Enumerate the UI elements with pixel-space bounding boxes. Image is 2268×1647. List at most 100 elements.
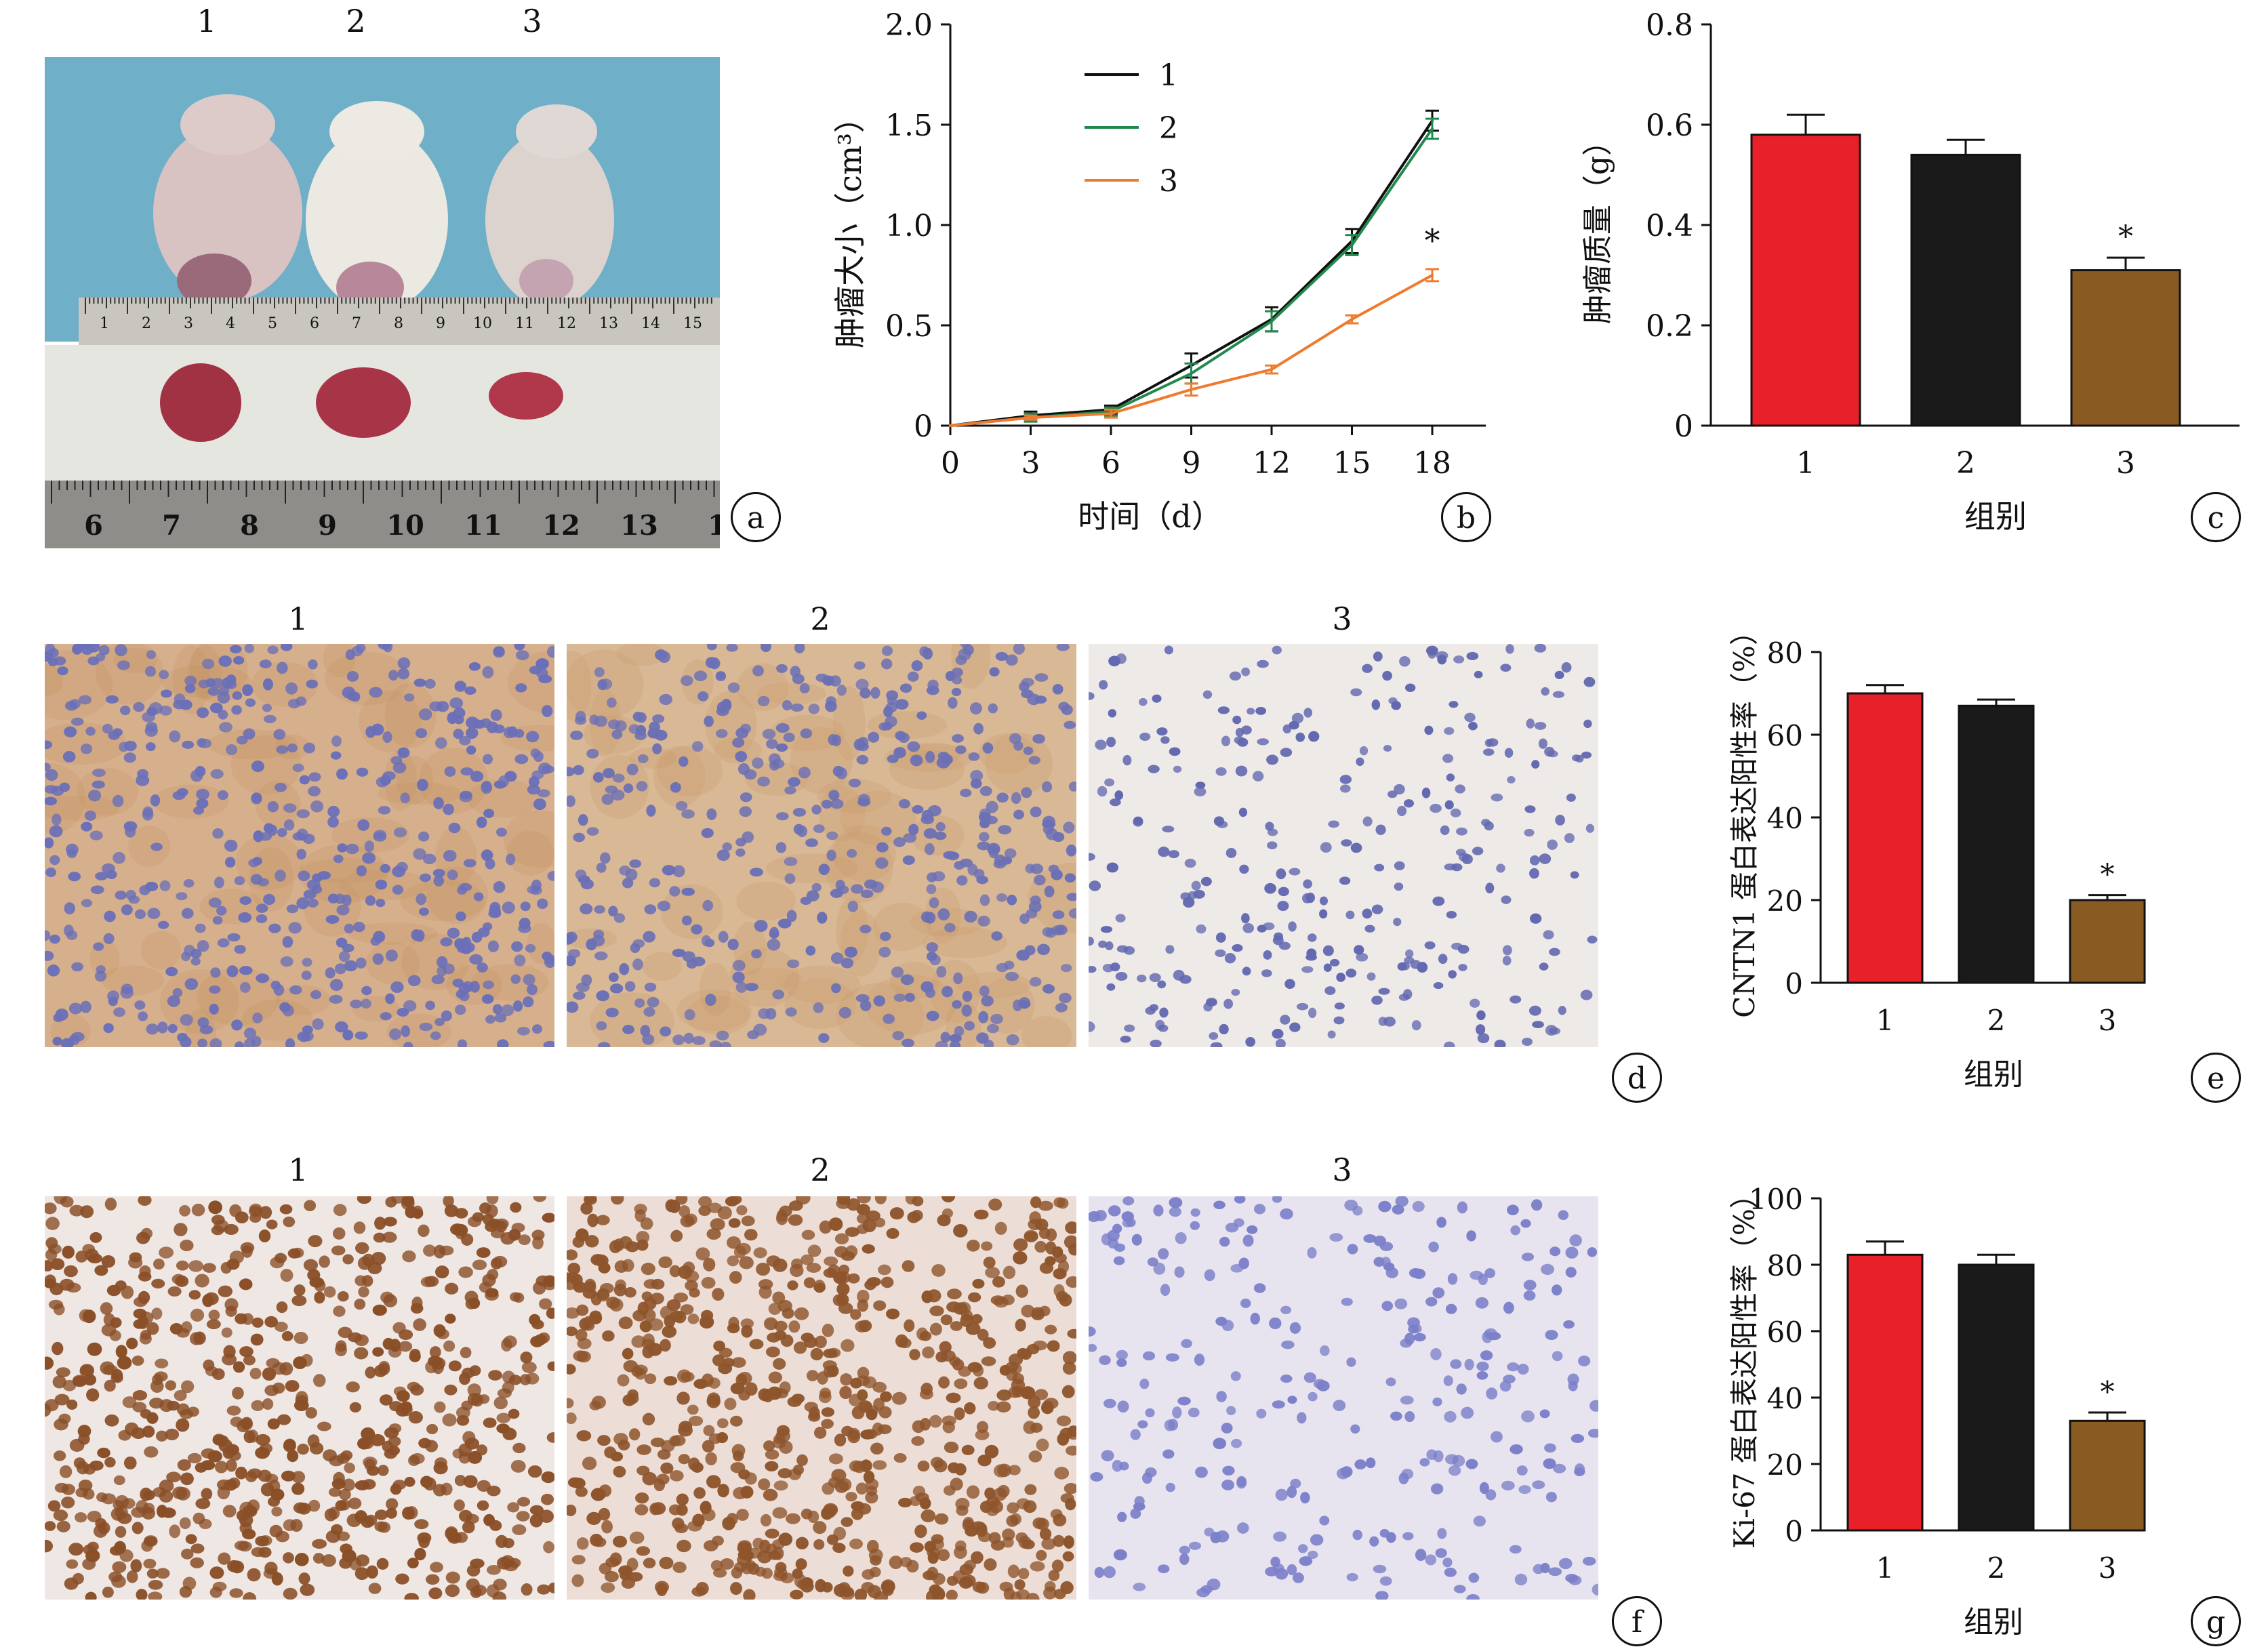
ihc-f-group-label-1: 1 xyxy=(288,1152,308,1188)
ihc-f-group-label-2: 2 xyxy=(810,1152,830,1188)
ruler-bottom-number: 1 xyxy=(708,510,720,542)
chart-c-x-tick-label: 2 xyxy=(1956,446,1975,481)
mouse-1-tumor xyxy=(177,253,251,308)
chart-g-x-axis-label: 组别 xyxy=(1964,1605,2023,1635)
chart-c-y-tick-label: 0.8 xyxy=(1646,8,1693,43)
chart-e-y-tick-label: 20 xyxy=(1767,884,1803,918)
chart-c-x-tick-label: 3 xyxy=(2116,446,2135,481)
ihc-cntn1-image-group-3 xyxy=(1089,644,1598,1047)
ihc-ki67-image-group-2 xyxy=(567,1196,1076,1600)
ruler-bottom-number: 12 xyxy=(542,510,580,542)
ihc-d-group-label-1: 1 xyxy=(288,601,308,637)
ruler-top-number: 13 xyxy=(599,315,618,332)
ruler-top-number: 9 xyxy=(436,315,445,332)
chart-c-x-axis-label: 组别 xyxy=(1964,498,2027,535)
ruler-top-number: 7 xyxy=(352,315,361,332)
panel-letter-g: g xyxy=(2191,1596,2241,1646)
chart-b-x-tick-label: 9 xyxy=(1182,446,1201,481)
ihc-d-group-label-2: 2 xyxy=(810,601,830,637)
chart-c-y-tick-label: 0 xyxy=(1674,409,1693,444)
panel-letter-c: c xyxy=(2191,492,2241,542)
chart-c-bar-1 xyxy=(1750,134,1861,427)
excised-tumor-3 xyxy=(489,372,563,420)
chart-e-significance-mark: * xyxy=(2101,858,2115,891)
chart-b-y-tick-label: 1.5 xyxy=(885,108,933,143)
chart-c-y-tick-label: 0.6 xyxy=(1646,108,1693,143)
chart-e-x-tick-label: 2 xyxy=(1987,1004,2006,1037)
chart-c-bar-2 xyxy=(1910,153,2021,427)
chart-g-y-tick-label: 100 xyxy=(1749,1183,1803,1216)
chart-b-point xyxy=(1190,372,1193,375)
chart-g-y-axis-label: Ki-67 蛋白表达阳性率（%） xyxy=(1728,1180,1761,1549)
panel-letter-a: a xyxy=(731,492,781,542)
chart-b-significance-mark: * xyxy=(1425,222,1440,258)
chart-e-y-tick-label: 40 xyxy=(1767,802,1803,835)
chart-c-significance-mark: * xyxy=(2118,220,2133,254)
chart-b-x-tick-label: 12 xyxy=(1253,446,1291,481)
chart-e-x-tick-label: 3 xyxy=(2099,1004,2117,1037)
chart-g-significance-mark: * xyxy=(2101,1375,2115,1408)
ruler-top-number: 6 xyxy=(310,315,319,332)
chart-g-y-tick-label: 20 xyxy=(1767,1448,1803,1482)
chart-b-x-tick-label: 18 xyxy=(1413,446,1451,481)
mouse-2 xyxy=(306,128,448,311)
chart-b-y-tick-label: 1.0 xyxy=(885,209,933,243)
chart-c-x-tick-label: 1 xyxy=(1796,446,1815,481)
chart-b-legend-label: 1 xyxy=(1159,58,1178,93)
ihc-ki67-image-group-3 xyxy=(1089,1196,1598,1600)
ruler-bottom-number: 8 xyxy=(240,510,259,542)
ihc-cntn1-image-group-1 xyxy=(45,644,554,1047)
chart-b-point xyxy=(949,424,952,427)
chart-b-x-tick-label: 0 xyxy=(941,446,960,481)
ruler-bottom-number: 13 xyxy=(620,510,658,542)
ruler-bottom xyxy=(45,481,720,548)
mouse-3 xyxy=(485,131,614,308)
chart-b-point xyxy=(1110,412,1112,415)
chart-b-y-tick-label: 0 xyxy=(914,409,933,444)
photo-a-group-label-2: 2 xyxy=(346,3,366,39)
mouse-1 xyxy=(153,125,302,301)
ruler-top-number: 15 xyxy=(683,315,702,332)
chart-b-y-tick-label: 0.5 xyxy=(885,309,933,344)
ihc-cntn1-image-group-2 xyxy=(567,644,1076,1047)
mouse-3-tumor xyxy=(519,259,573,302)
ruler-bottom-number: 7 xyxy=(162,510,181,542)
chart-e-y-tick-label: 80 xyxy=(1767,636,1803,670)
chart-g-y-tick-label: 60 xyxy=(1767,1316,1803,1349)
chart-e-x-tick-label: 1 xyxy=(1876,1004,1895,1037)
chart-e-y-tick-label: 0 xyxy=(1785,967,1803,1000)
photo-a-group-label-1: 1 xyxy=(197,3,217,39)
chart-b-point xyxy=(1350,243,1354,247)
chart-b-point xyxy=(1431,127,1434,130)
chart-c-bar-3 xyxy=(2070,269,2181,427)
chart-b-point xyxy=(1350,318,1354,321)
ruler-bottom-number: 9 xyxy=(318,510,337,542)
panel-letter-e: e xyxy=(2191,1053,2241,1103)
tumor-weight-bar-chart: 0 0.2 0.4 0.6 0.8 1 2 3 * 组别 肿瘤质量（g） xyxy=(1581,8,2240,535)
chart-e-y-axis-label: CNTN1 蛋白表达阳性率（%） xyxy=(1728,617,1761,1018)
chart-g-bar-3 xyxy=(2069,1419,2146,1532)
chart-b-point xyxy=(1270,368,1273,371)
ruler-top-number: 8 xyxy=(394,315,403,332)
chart-g-y-tick-label: 80 xyxy=(1767,1249,1803,1282)
chart-b-x-tick-label: 3 xyxy=(1021,446,1040,481)
chart-b-point xyxy=(1431,274,1434,277)
chart-b-point xyxy=(1270,320,1273,323)
chart-b-y-axis-label: 肿瘤大小（cm³） xyxy=(832,102,868,348)
chart-g-x-tick-label: 2 xyxy=(1987,1551,2006,1585)
ruler-bottom-number: 11 xyxy=(464,510,502,542)
ruler-top-number: 1 xyxy=(100,315,109,332)
chart-g-x-tick-label: 1 xyxy=(1876,1551,1895,1585)
photo-a-group-label-3: 3 xyxy=(522,3,542,39)
chart-c-y-axis-label: 肿瘤质量（g） xyxy=(1581,126,1615,324)
ruler-bottom-number: 10 xyxy=(386,510,424,542)
panel-letter-d: d xyxy=(1612,1053,1662,1103)
ruler-top xyxy=(79,298,720,345)
panel-letter-b: b xyxy=(1441,492,1491,542)
chart-b-x-tick-label: 6 xyxy=(1101,446,1120,481)
panel-letter-f: f xyxy=(1612,1596,1662,1646)
chart-g-bar-1 xyxy=(1846,1253,1924,1532)
ruler-top-number: 5 xyxy=(268,315,277,332)
chart-b-legend-label: 2 xyxy=(1159,111,1178,146)
chart-g-y-tick-label: 0 xyxy=(1785,1515,1803,1548)
